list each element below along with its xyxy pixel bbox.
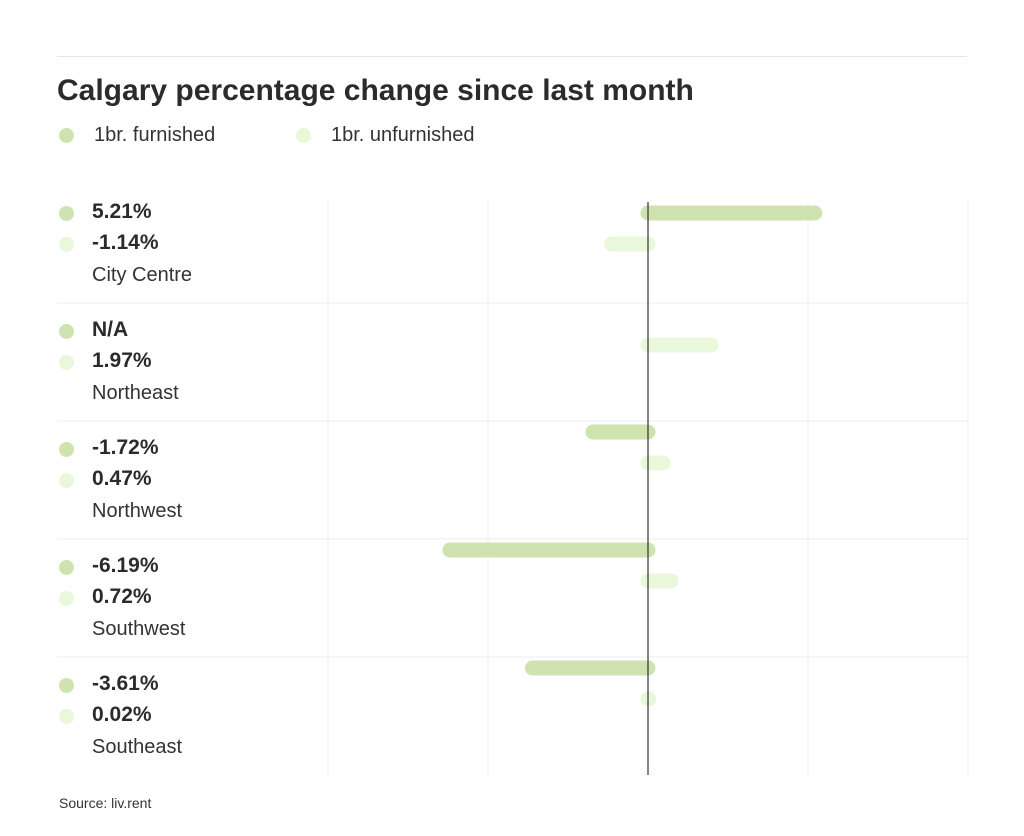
unfurnished-dot-icon: [59, 237, 74, 252]
unfurnished-dot-icon: [59, 591, 74, 606]
furnished-value-northwest: -1.72%: [92, 436, 159, 460]
unfurnished-value-city-centre: -1.14%: [92, 231, 159, 255]
furnished-value-city-centre: 5.21%: [92, 200, 152, 224]
region-label-northeast: Northeast: [92, 382, 179, 405]
furnished-dot-icon: [59, 442, 74, 457]
furnished-bar-southeast: [525, 661, 656, 676]
furnished-dot-icon: [59, 324, 74, 339]
unfurnished-bar-southwest: [641, 574, 679, 589]
region-label-city-centre: City Centre: [92, 264, 192, 287]
unfurnished-bar-northwest: [641, 456, 671, 471]
furnished-dot-icon: [59, 678, 74, 693]
furnished-dot-icon: [59, 206, 74, 221]
furnished-dot-icon: [59, 560, 74, 575]
unfurnished-dot-icon: [59, 473, 74, 488]
furnished-value-southwest: -6.19%: [92, 554, 159, 578]
furnished-bar-southwest: [442, 543, 655, 558]
region-label-southwest: Southwest: [92, 618, 185, 641]
unfurnished-value-southwest: 0.72%: [92, 585, 152, 609]
unfurnished-dot-icon: [59, 355, 74, 370]
unfurnished-value-northwest: 0.47%: [92, 467, 152, 491]
furnished-value-northeast: N/A: [92, 318, 128, 342]
furnished-value-southeast: -3.61%: [92, 672, 159, 696]
unfurnished-value-northeast: 1.97%: [92, 349, 152, 373]
unfurnished-value-southeast: 0.02%: [92, 703, 152, 727]
chart-plot-area: [0, 0, 1024, 836]
furnished-bar-city-centre: [641, 206, 823, 221]
unfurnished-bar-northeast: [641, 338, 719, 353]
region-label-southeast: Southeast: [92, 736, 182, 759]
unfurnished-dot-icon: [59, 709, 74, 724]
region-label-northwest: Northwest: [92, 500, 182, 523]
source-note: Source: liv.rent: [59, 795, 151, 811]
furnished-bar-northwest: [585, 425, 655, 440]
